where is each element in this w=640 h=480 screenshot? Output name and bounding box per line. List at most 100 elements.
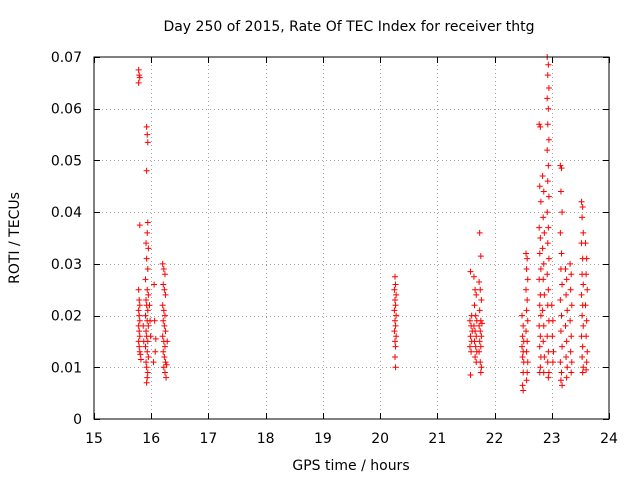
data-point [145,322,152,329]
data-point [466,343,473,350]
data-point [136,297,143,304]
data-point [146,302,153,309]
data-point [473,333,480,340]
data-point [549,317,556,324]
data-point [564,364,571,371]
x-tick-label: 20 [371,431,389,447]
data-point [539,307,546,314]
data-point [161,343,168,350]
data-point [523,348,530,355]
data-point [159,302,166,309]
data-point [548,302,555,309]
data-point [544,240,551,247]
data-point [160,307,167,314]
data-point [135,307,142,314]
data-point [144,219,151,226]
data-point [583,255,590,262]
data-point [476,348,483,355]
data-point [466,317,473,324]
data-point [136,72,143,79]
data-point [161,369,168,376]
data-point [544,271,551,278]
data-point [163,374,170,381]
data-point [541,353,548,360]
data-point [143,167,150,174]
data-point [145,291,152,298]
data-point [545,61,552,68]
data-point [580,364,587,371]
data-point [545,286,552,293]
data-point [558,250,565,257]
data-point [143,240,150,247]
data-point [559,209,566,216]
data-point [152,335,159,342]
data-point [557,188,564,195]
data-point [472,353,479,360]
data-point [391,338,398,345]
data-point [392,322,399,329]
data-point [473,291,480,298]
data-point [549,359,556,366]
data-point [391,273,398,280]
data-point [567,260,574,267]
data-point [142,276,149,283]
data-point [567,286,574,293]
data-point [147,333,154,340]
data-point [568,271,575,278]
data-point [143,255,150,262]
data-point [557,328,564,335]
data-point [579,353,586,360]
y-axis-ticks: 0 0.01 0.02 0.03 0.04 0.05 0.06 0.07 [51,50,609,428]
data-point [544,72,551,79]
data-point [568,333,575,340]
data-point [161,312,168,319]
data-point [523,377,530,384]
data-point [583,333,590,340]
data-point [520,322,527,329]
x-tick-label: 16 [142,431,160,447]
data-point [160,266,167,273]
data-point [472,286,479,293]
data-point [544,333,551,340]
data-point [523,250,530,257]
data-point [137,351,144,358]
data-point [159,333,166,340]
data-point [392,281,399,288]
data-point [545,85,552,92]
data-point [136,317,143,324]
data-point [164,338,171,345]
data-point [137,356,144,363]
data-point [161,286,168,293]
x-tick-label: 17 [200,431,218,447]
data-point [144,369,151,376]
data-point [391,286,398,293]
y-tick-label: 0 [73,412,82,428]
y-tick-label: 0.02 [51,309,82,325]
data-point [559,281,566,288]
data-point [144,131,151,138]
data-point [579,214,586,221]
data-point [519,343,526,350]
data-point [476,338,483,345]
data-point [540,338,547,345]
data-point [562,266,569,273]
data-point [142,312,149,319]
data-point [476,307,483,314]
data-point [478,297,485,304]
data-point [523,286,530,293]
data-point [136,302,143,309]
data-point [160,364,167,371]
data-point [478,364,485,371]
data-point [136,222,143,229]
data-point [550,348,557,355]
data-point [545,105,552,112]
data-point [136,343,143,350]
data-point [477,328,484,335]
data-point [557,162,564,169]
data-point [468,348,475,355]
data-point [568,359,575,366]
data-point [161,271,168,278]
data-point [579,369,586,376]
data-point [477,343,484,350]
